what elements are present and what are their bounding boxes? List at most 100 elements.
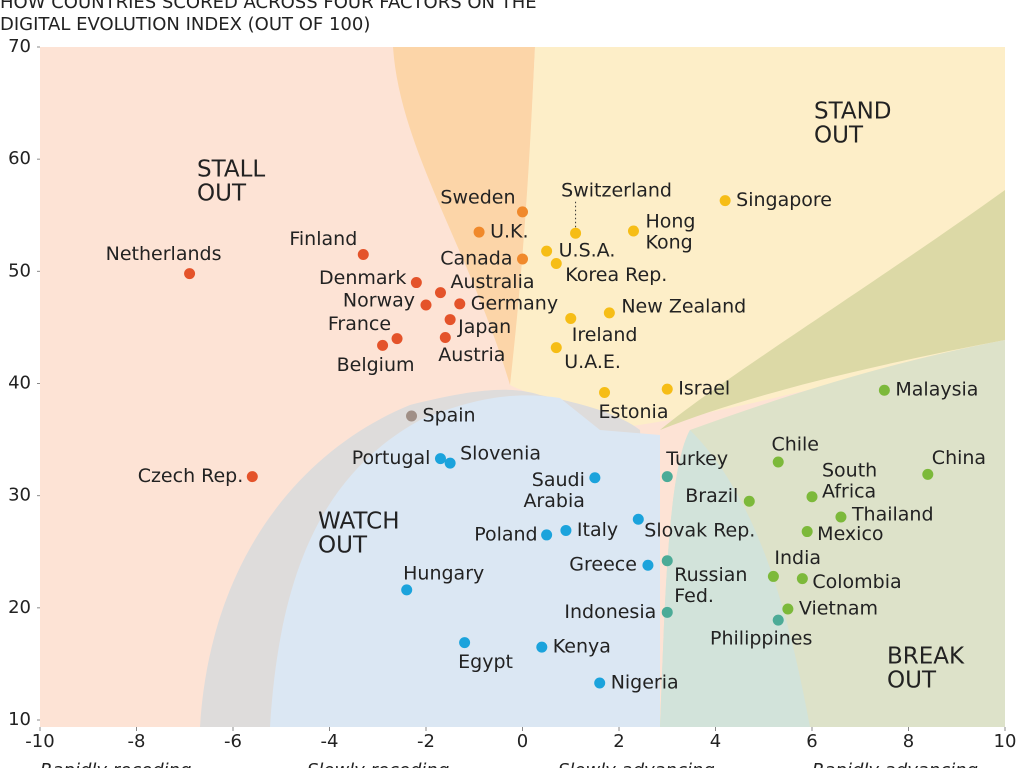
point <box>473 226 485 238</box>
point-label: France <box>328 313 391 335</box>
point <box>391 333 403 345</box>
point-label: Thailand <box>851 503 934 525</box>
x-tick-label: 6 <box>806 731 817 752</box>
point-label: Slovak Rep. <box>644 520 755 542</box>
x-category-label: Slowly receding <box>307 760 449 768</box>
x-tick-label: -10 <box>25 731 54 752</box>
x-category-label: Slowly advancing <box>558 760 715 768</box>
point <box>454 298 466 310</box>
x-category-label: Rapidly receding <box>40 760 191 768</box>
point-label: Africa <box>822 480 876 502</box>
point <box>439 332 451 344</box>
point <box>517 206 528 218</box>
point-label: Philippines <box>710 628 812 650</box>
point-label: Nigeria <box>611 671 679 693</box>
y-tick-label: 70 <box>8 36 31 57</box>
y-tick-label: 30 <box>8 485 31 506</box>
point-label: Switzerland <box>561 180 672 202</box>
x-tick-label: 4 <box>710 731 721 752</box>
point <box>536 641 548 653</box>
point-label: New Zealand <box>621 295 746 317</box>
point <box>406 410 418 422</box>
point-label: Malaysia <box>895 379 978 401</box>
chart-title: DIGITAL EVOLUTION INDEX (OUT OF 100) <box>0 14 370 35</box>
point-label: Australia <box>450 271 534 293</box>
point-label: Norway <box>343 289 415 311</box>
point-label: Ireland <box>572 324 638 346</box>
point <box>444 314 456 326</box>
watch-region <box>270 395 660 727</box>
point <box>599 386 611 398</box>
quadrant-label: OUT <box>318 533 368 559</box>
x-tick-label: -8 <box>128 731 146 752</box>
point <box>459 637 471 649</box>
point <box>772 614 784 626</box>
x-tick-label: 10 <box>994 731 1017 752</box>
quadrant-label: OUT <box>814 123 864 149</box>
point-label: Spain <box>423 405 476 427</box>
chart-title: HOW COUNTRIES SCORED ACROSS FOUR FACTORS… <box>0 0 537 13</box>
point-label: South <box>822 459 877 481</box>
point <box>767 570 779 582</box>
point-label: Austria <box>438 344 505 366</box>
point-label: Arabia <box>523 490 584 512</box>
quadrant-label: STAND <box>814 99 892 125</box>
point <box>184 268 196 280</box>
point <box>517 253 528 265</box>
teal-region <box>660 430 810 727</box>
point-label: Poland <box>474 523 537 545</box>
point <box>560 524 572 536</box>
quadrant-label: BREAK <box>887 644 965 670</box>
point-label: Fed. <box>674 585 714 607</box>
point-label: Hong <box>645 210 695 232</box>
point-label: Germany <box>471 292 558 314</box>
point-label: Russian <box>674 564 747 586</box>
x-tick-label: -6 <box>224 731 242 752</box>
x-tick-label: -4 <box>321 731 339 752</box>
point <box>661 471 673 483</box>
point-label: Czech Rep. <box>138 465 244 487</box>
point <box>594 677 606 689</box>
point-label: Belgium <box>337 354 415 376</box>
quadrant-label: WATCH <box>318 509 400 535</box>
y-tick-label: 40 <box>8 373 31 394</box>
point <box>772 456 784 468</box>
y-tick-label: 20 <box>8 597 31 618</box>
point <box>377 339 389 351</box>
transition-region <box>393 47 535 385</box>
point <box>565 312 577 324</box>
point <box>878 384 890 396</box>
quadrant-label: STALL <box>197 157 265 183</box>
y-tick-label: 50 <box>8 260 31 281</box>
point-label: Kong <box>645 231 692 253</box>
point <box>796 573 808 585</box>
point <box>541 529 553 541</box>
point-label: Denmark <box>319 267 406 289</box>
y-tick-label: 10 <box>8 709 31 730</box>
point <box>661 555 673 567</box>
point-label: Colombia <box>812 571 901 593</box>
point <box>589 472 601 484</box>
point-label: Netherlands <box>106 243 222 265</box>
point-label: Turkey <box>665 448 728 470</box>
point-label: Chile <box>771 434 819 456</box>
point <box>603 307 615 319</box>
point <box>550 342 562 354</box>
x-tick-label: -2 <box>417 731 435 752</box>
background-regions <box>40 47 1005 727</box>
point-label: China <box>932 447 986 469</box>
point-label: Japan <box>457 316 511 338</box>
point <box>661 606 673 618</box>
point <box>922 468 934 480</box>
point <box>627 225 639 237</box>
point <box>444 457 456 469</box>
point-label: Mexico <box>817 523 883 545</box>
point <box>743 495 755 507</box>
point <box>420 299 432 311</box>
point-label: Canada <box>440 247 512 269</box>
point <box>782 603 794 615</box>
point-label: U.A.E. <box>564 351 621 373</box>
point-label: U.K. <box>490 221 528 243</box>
